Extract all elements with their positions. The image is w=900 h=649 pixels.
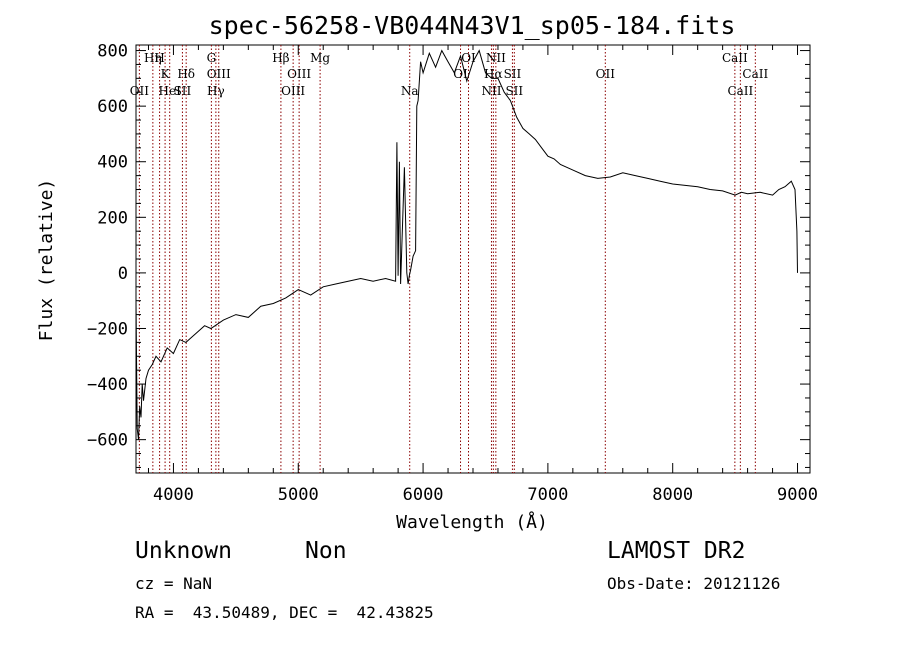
- y-tick-label: 400: [97, 153, 128, 173]
- line-label: G: [207, 51, 217, 65]
- line-label: Hβ: [272, 51, 289, 65]
- line-label: H: [154, 51, 164, 65]
- x-tick-label: 5000: [278, 485, 319, 505]
- y-tick-label: −600: [87, 431, 128, 451]
- line-label: CaII: [727, 84, 753, 98]
- y-axis-label: Flux (relative): [36, 179, 57, 342]
- y-tick-label: 600: [97, 97, 128, 117]
- line-label: SII: [174, 84, 192, 98]
- line-label: Hγ: [207, 84, 225, 98]
- plot-frame: [135, 44, 811, 474]
- line-label: CaII: [722, 51, 748, 65]
- x-tick-label: 6000: [403, 485, 444, 505]
- line-label: OIII: [287, 67, 311, 81]
- y-tick-label: −200: [87, 319, 128, 339]
- survey-name: LAMOST DR2: [607, 538, 746, 564]
- line-label: OIII: [281, 84, 305, 98]
- object-subclass: Non: [305, 538, 347, 564]
- line-label: Hα: [484, 67, 503, 81]
- line-label: Hδ: [177, 67, 195, 81]
- emission-line-markers: [138, 45, 756, 473]
- line-label: K: [161, 67, 171, 81]
- x-tick-label: 9000: [777, 485, 818, 505]
- x-tick-label: 4000: [153, 485, 194, 505]
- x-axis-ticks: 4000 5000 6000 7000 8000 9000: [147, 45, 818, 505]
- coordinates-text: RA = 43.50489, DEC = 42.43825: [135, 603, 434, 622]
- line-label: Mg: [310, 51, 330, 65]
- y-tick-label: 800: [97, 42, 128, 62]
- line-label: SII: [504, 67, 522, 81]
- line-label: HeI: [159, 84, 182, 98]
- x-tick-label: 8000: [652, 485, 693, 505]
- spectrum-series-line: [135, 49, 798, 440]
- y-tick-label: −400: [87, 375, 128, 395]
- line-label: Na: [401, 84, 419, 98]
- y-tick-label: 0: [118, 264, 128, 284]
- x-tick-label: 7000: [527, 485, 568, 505]
- line-label: OII: [596, 67, 616, 81]
- line-label: NII: [481, 84, 501, 98]
- line-label: Hη: [144, 51, 162, 65]
- line-label: OIII: [207, 67, 231, 81]
- line-label: SII: [505, 84, 523, 98]
- observation-date: Obs-Date: 20121126: [607, 574, 781, 593]
- line-label: NII: [486, 51, 506, 65]
- object-class: Unknown: [135, 538, 232, 564]
- line-label: OII: [130, 84, 150, 98]
- line-label: OI: [461, 51, 476, 65]
- chart-title: spec-56258-VB044N43V1_sp05-184.fits: [209, 11, 736, 40]
- x-axis-label: Wavelength (Å): [396, 511, 548, 533]
- y-tick-label: 200: [97, 208, 128, 228]
- line-label: CaII: [742, 67, 768, 81]
- y-axis-ticks: −600 −400 −200 0 200 400 600 800: [87, 42, 810, 468]
- redshift-text: cz = NaN: [135, 574, 213, 593]
